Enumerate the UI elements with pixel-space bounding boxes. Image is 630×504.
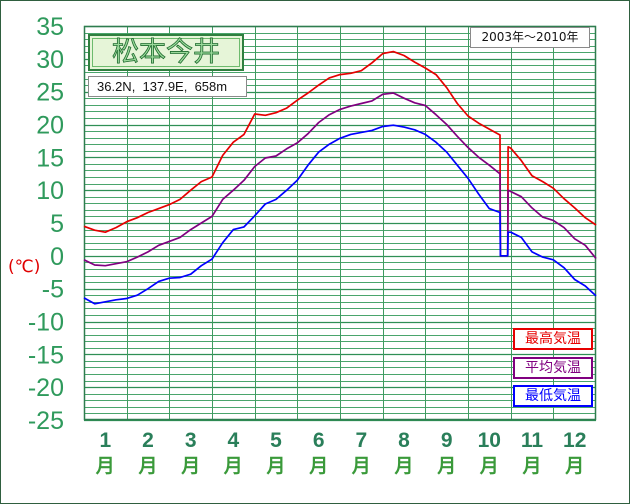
y-tick-label: -25	[28, 407, 64, 435]
x-tick-label: 12	[563, 429, 586, 452]
y-tick-label: 15	[36, 144, 64, 172]
x-tick-label: 3	[185, 429, 197, 452]
x-tick-unit: 月	[564, 455, 584, 477]
x-tick-unit: 月	[137, 455, 157, 477]
y-tick-label: 25	[36, 79, 64, 107]
y-tick-label: 30	[36, 46, 64, 74]
x-tick-label: 11	[521, 429, 544, 452]
y-tick-label: 0	[50, 243, 64, 271]
y-tick-label: 5	[50, 210, 64, 238]
y-tick-label: -5	[42, 276, 64, 304]
x-tick-unit: 月	[223, 455, 243, 477]
x-tick-unit: 月	[393, 455, 413, 477]
y-tick-label: 35	[36, 13, 64, 41]
x-tick-label: 10	[478, 429, 501, 452]
legend-item-max-temperature: 最高気温	[513, 328, 593, 350]
x-tick-unit: 月	[180, 455, 200, 477]
y-axis-unit-label: (℃)	[8, 257, 41, 277]
y-tick-label: -20	[28, 374, 64, 402]
plot-border	[83, 25, 597, 421]
x-tick-unit: 月	[95, 455, 115, 477]
max-temperature-line	[83, 50, 597, 257]
x-tick-unit: 月	[521, 455, 541, 477]
x-tick-label: 2	[142, 429, 154, 452]
x-tick-label: 4	[227, 429, 239, 452]
x-tick-unit: 月	[265, 455, 285, 477]
x-tick-label: 5	[270, 429, 282, 452]
observation-period: 2003年～2010年	[470, 27, 590, 48]
x-tick-label: 8	[398, 429, 410, 452]
x-tick-label: 7	[355, 429, 367, 452]
chart-title: 松本今井	[88, 34, 244, 71]
y-tick-label: 10	[36, 177, 64, 205]
y-tick-label: 20	[36, 112, 64, 140]
x-tick-unit: 月	[308, 455, 328, 477]
x-tick-unit: 月	[436, 455, 456, 477]
x-tick-label: 1	[99, 429, 111, 452]
x-tick-label: 9	[441, 429, 453, 452]
y-tick-label: -10	[28, 309, 64, 337]
x-tick-unit: 月	[479, 455, 499, 477]
legend-item-min-temperature: 最低気温	[513, 385, 593, 407]
min-temperature-line	[83, 124, 597, 305]
legend-item-mean-temperature: 平均気温	[513, 357, 593, 379]
y-tick-label: -15	[28, 341, 64, 369]
x-tick-unit: 月	[351, 455, 371, 477]
station-location: 36.2N, 137.9E, 658m	[88, 76, 247, 97]
mean-temperature-line	[83, 92, 597, 267]
x-tick-label: 6	[313, 429, 325, 452]
